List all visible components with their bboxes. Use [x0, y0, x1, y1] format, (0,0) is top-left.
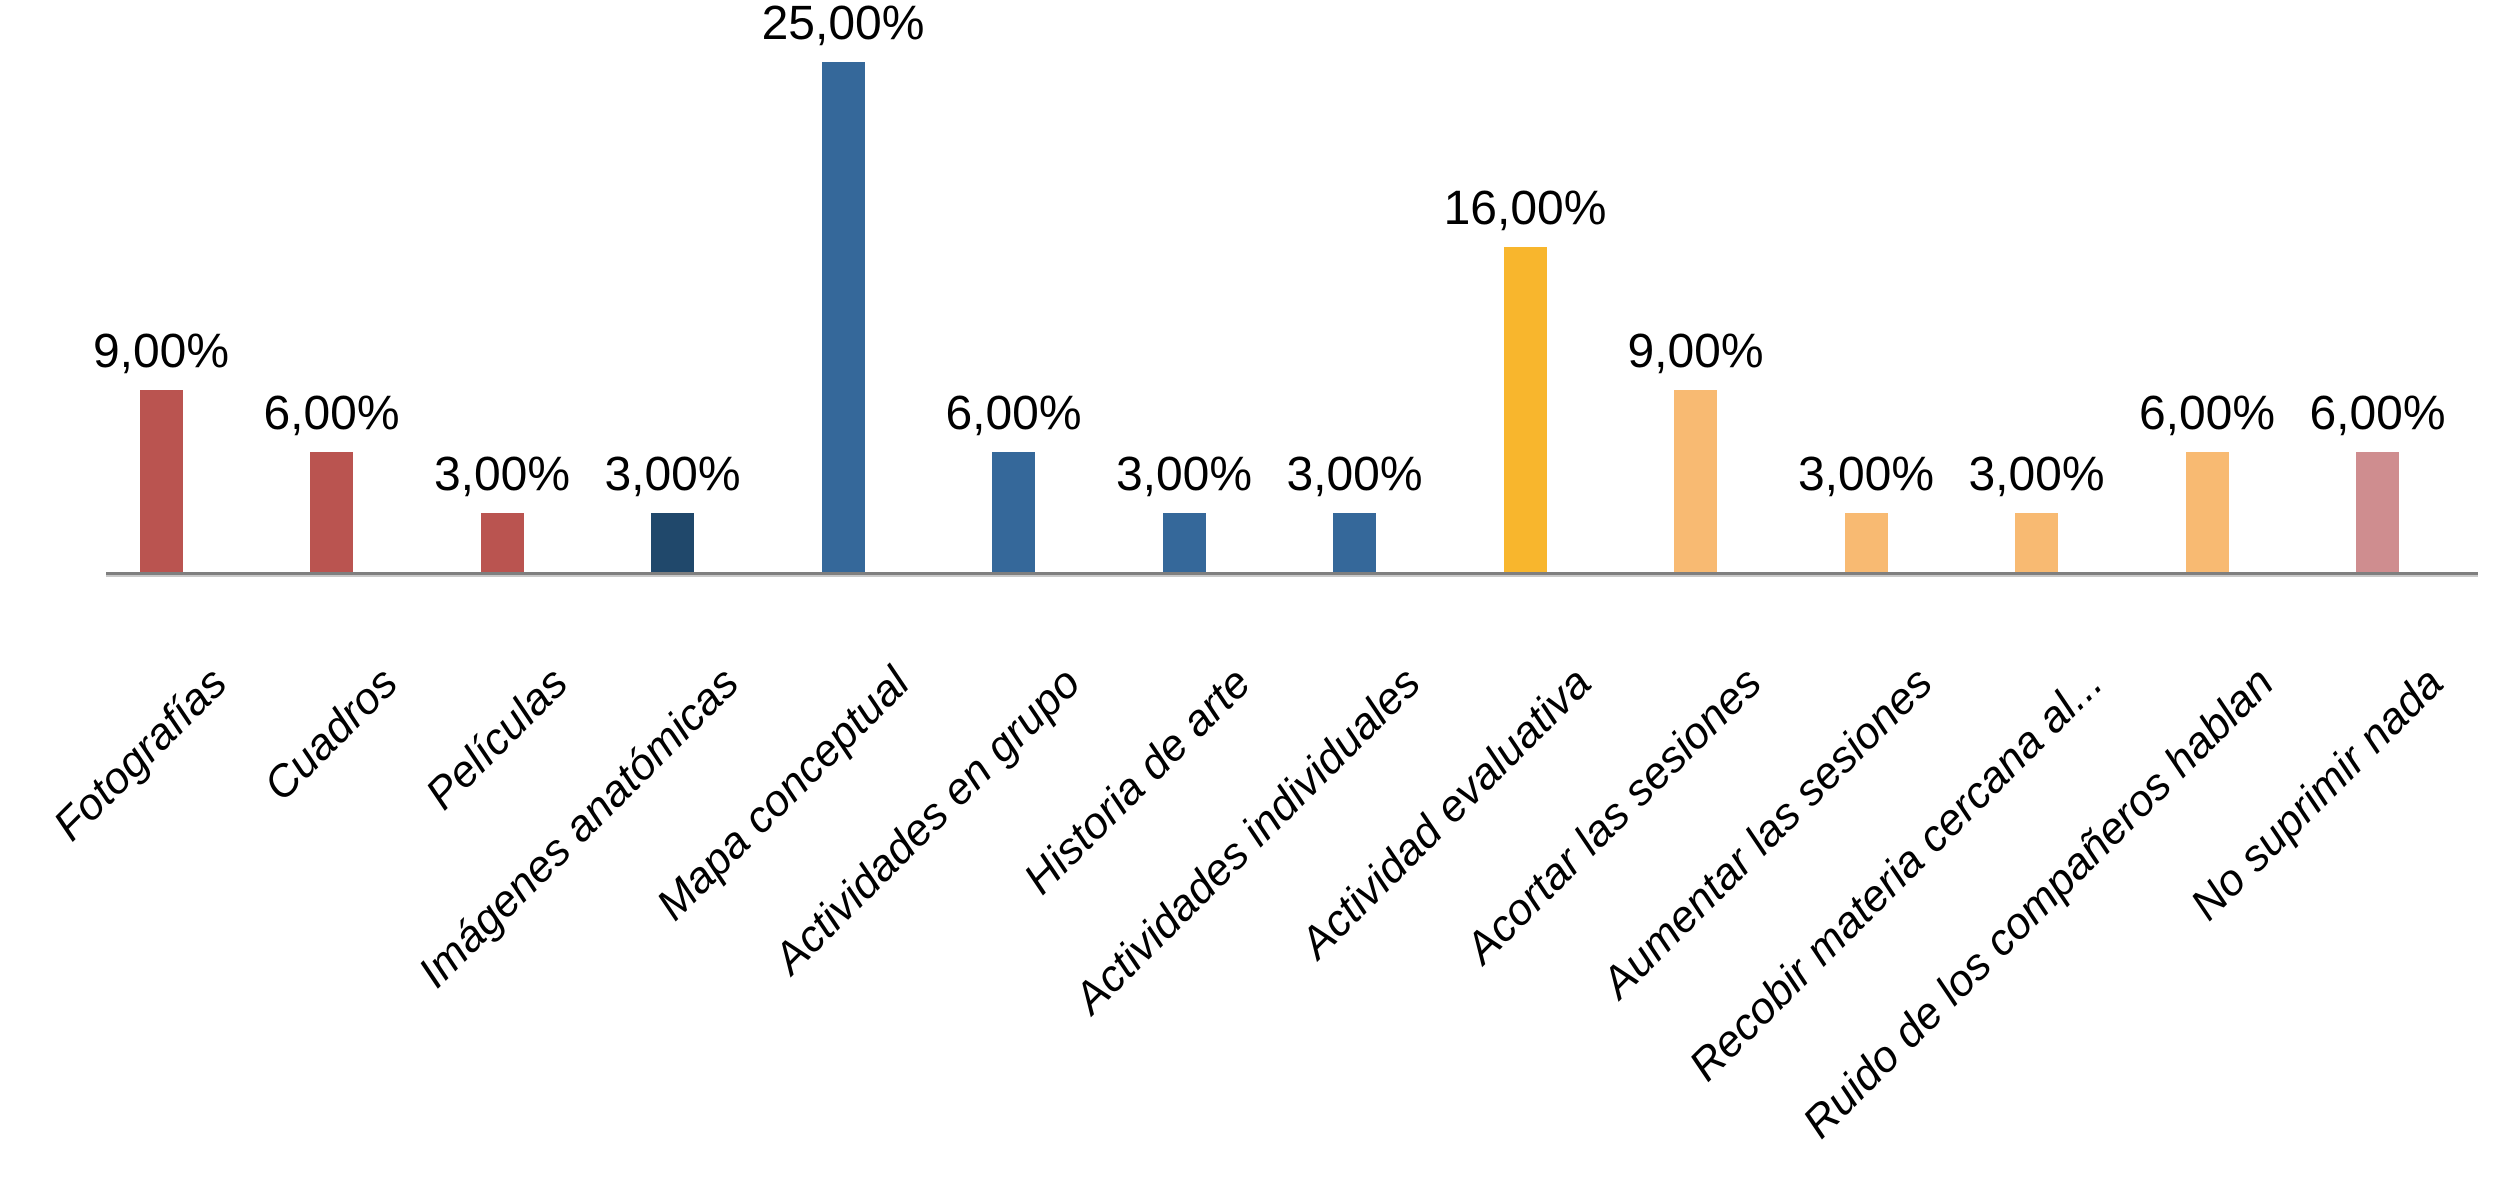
bar: [821, 62, 865, 575]
category-label: Cuadros: [254, 658, 408, 811]
bar-value-label: 16,00%: [1443, 182, 1607, 235]
bar: [310, 452, 353, 575]
x-axis-line-highlight: [106, 575, 2478, 577]
bar: [2015, 513, 2058, 575]
category-label: Imágenes anatómicas: [409, 658, 749, 998]
bar: [2356, 452, 2399, 575]
bar-value-label: 6,00%: [2138, 387, 2276, 440]
category-label: Acortar las sesiones: [1456, 658, 1772, 973]
bar-value-label: 3,00%: [1968, 448, 2105, 501]
bar-value-label: 6,00%: [263, 387, 400, 440]
x-axis-line: [106, 572, 2478, 575]
bar: [651, 513, 694, 575]
bar: [480, 513, 524, 575]
bar-value-label: 9,00%: [92, 325, 230, 378]
bar-value-label: 3,00%: [1115, 448, 1253, 501]
category-label: Actividad evaluativa: [1291, 658, 1601, 968]
bar-value-label: 3,00%: [1286, 448, 1423, 501]
category-label: Fotografías: [44, 658, 237, 851]
bar-value-label: 3,00%: [604, 448, 741, 501]
category-label: Actividades en grupo: [763, 658, 1090, 984]
category-label: Aumentar las sesiones: [1592, 658, 1942, 1008]
bar: [992, 452, 1035, 575]
bar-value-label: 6,00%: [2309, 387, 2446, 440]
category-label: Actividades individuales: [1065, 658, 1431, 1023]
bar: [139, 390, 183, 575]
bar: [1503, 247, 1547, 575]
bar-value-label: 3,00%: [1797, 448, 1935, 501]
bar-value-label: 3,00%: [433, 448, 571, 501]
category-label: Películas: [416, 658, 578, 819]
bar: [1162, 513, 1206, 575]
bar-value-label: 25,00%: [761, 0, 925, 50]
bar: [1674, 390, 1717, 575]
bar-value-label: 6,00%: [945, 387, 1082, 440]
bar: [2185, 452, 2229, 575]
bar-value-label: 9,00%: [1627, 325, 1764, 378]
bar: [1844, 513, 1888, 575]
bar: [1333, 513, 1376, 575]
